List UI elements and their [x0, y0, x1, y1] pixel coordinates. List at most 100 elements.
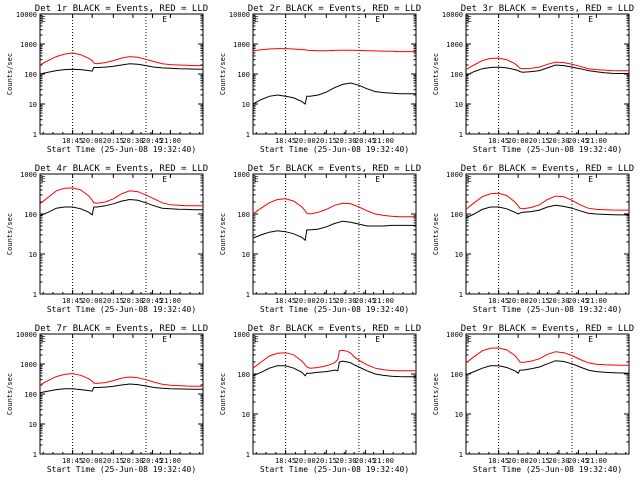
x-tick-label: 20:00: [82, 297, 103, 305]
panel-det-6: Det 6r BLACK = Events, RED = LLD Counts/s…: [432, 164, 634, 314]
x-axis-label: Start Time (25-Jun-08 19:32:40): [260, 145, 409, 154]
x-tick-label: 20:15: [103, 457, 124, 465]
y-tick-label: 1000: [446, 331, 463, 339]
series-lld-line: [39, 52, 203, 67]
y-tick-label: 10: [455, 101, 463, 109]
x-tick-label: 20:00: [82, 137, 103, 145]
y-axis-label: Counts/sec: [432, 53, 440, 95]
end-marker-e: E: [162, 335, 167, 344]
plot-frame: [465, 333, 630, 455]
y-tick-label: 1: [246, 131, 250, 139]
series-events-line: [252, 360, 416, 378]
y-tick-label: 10000: [16, 11, 37, 19]
x-tick-label: 21:00: [373, 137, 394, 145]
x-tick-label: 20:45: [142, 137, 163, 145]
x-tick-label: 20:45: [142, 457, 163, 465]
y-tick-label: 1: [246, 291, 250, 299]
x-axis-label: Start Time (25-Jun-08 19:32:40): [47, 305, 196, 314]
series-lld-line: [39, 373, 204, 387]
x-tick-label: 20:00: [82, 457, 103, 465]
panel-title: Det 8r BLACK = Events, RED = LLD: [248, 324, 421, 334]
x-tick-label: 20:15: [529, 137, 550, 145]
y-tick-label: 1000: [446, 41, 463, 49]
x-axis-label: Start Time (25-Jun-08 19:32:40): [47, 145, 196, 154]
x-tick-label: 18:45: [488, 297, 509, 305]
x-tick-label: 21:00: [586, 457, 607, 465]
y-axis-label: Counts/sec: [432, 213, 440, 255]
x-tick-label: 18:45: [275, 457, 296, 465]
y-tick-label: 1: [459, 131, 463, 139]
x-tick-label: 20:30: [122, 457, 143, 465]
x-tick-label: 21:00: [373, 297, 394, 305]
y-tick-label: 1: [33, 451, 37, 459]
y-tick-label: 1000: [233, 171, 250, 179]
start-marker-e: E: [467, 335, 472, 344]
x-tick-label: 18:45: [62, 297, 83, 305]
series-events-line: [252, 220, 416, 242]
panel-title: Det 1r BLACK = Events, RED = LLD: [35, 4, 208, 14]
series-lld-line: [252, 48, 416, 53]
series-lld-line: [465, 57, 629, 72]
y-axis-label: Counts/sec: [6, 53, 14, 95]
panel-det-5: Det 5r BLACK = Events, RED = LLD Counts/s…: [219, 164, 421, 314]
panel-title: Det 3r BLACK = Events, RED = LLD: [461, 4, 634, 14]
x-tick-label: 20:15: [316, 297, 337, 305]
series-lld-line: [465, 192, 629, 211]
y-axis-label: Counts/sec: [219, 213, 227, 255]
y-tick-label: 100: [450, 71, 463, 79]
y-tick-label: 10: [242, 251, 250, 259]
panel-title: Det 2r BLACK = Events, RED = LLD: [248, 4, 421, 14]
series-lld-line: [39, 187, 203, 207]
panel-det-4: Det 4r BLACK = Events, RED = LLD Counts/s…: [6, 164, 208, 314]
x-tick-label: 20:15: [103, 137, 124, 145]
x-tick-label: 20:15: [316, 457, 337, 465]
panel-title: Det 7r BLACK = Events, RED = LLD: [35, 324, 208, 334]
x-tick-label: 20:15: [529, 297, 550, 305]
end-marker-e: E: [162, 175, 167, 184]
y-tick-label: 100: [237, 211, 250, 219]
start-marker-e: E: [254, 175, 259, 184]
x-tick-label: 20:30: [548, 457, 569, 465]
end-marker-e: E: [588, 175, 593, 184]
end-marker-e: E: [375, 175, 380, 184]
x-tick-label: 20:30: [335, 297, 356, 305]
series-events-line: [39, 63, 204, 75]
y-tick-label: 100: [450, 211, 463, 219]
y-tick-label: 1: [33, 131, 37, 139]
series-events-line: [252, 82, 416, 105]
y-tick-label: 10: [29, 251, 37, 259]
series-lld-line: [465, 347, 630, 366]
x-tick-label: 21:00: [586, 137, 607, 145]
y-tick-label: 10000: [442, 11, 463, 19]
y-tick-label: 1: [459, 451, 463, 459]
x-tick-label: 20:30: [548, 297, 569, 305]
x-tick-label: 20:30: [122, 137, 143, 145]
y-tick-label: 1: [246, 451, 250, 459]
y-tick-label: 100: [24, 211, 37, 219]
x-tick-label: 21:00: [586, 297, 607, 305]
y-axis-label: Counts/sec: [219, 373, 227, 415]
x-tick-label: 18:45: [62, 457, 83, 465]
plot-frame: [465, 13, 630, 135]
y-tick-label: 100: [450, 371, 463, 379]
end-marker-e: E: [375, 15, 380, 24]
y-tick-label: 10000: [16, 331, 37, 339]
x-tick-label: 20:30: [335, 137, 356, 145]
series-events-line: [39, 383, 203, 394]
x-tick-label: 20:30: [335, 457, 356, 465]
x-tick-label: 18:45: [275, 297, 296, 305]
x-tick-label: 20:45: [142, 297, 163, 305]
y-axis-label: Counts/sec: [6, 213, 14, 255]
x-tick-label: 18:45: [275, 137, 296, 145]
x-axis-label: Start Time (25-Jun-08 19:32:40): [473, 305, 622, 314]
x-tick-label: 20:45: [568, 297, 589, 305]
end-marker-e: E: [162, 15, 167, 24]
y-tick-label: 10000: [229, 11, 250, 19]
x-tick-label: 20:45: [568, 457, 589, 465]
x-tick-label: 20:30: [122, 297, 143, 305]
plot-frame: [39, 333, 204, 455]
y-tick-label: 1: [459, 291, 463, 299]
y-tick-label: 1000: [446, 171, 463, 179]
panel-det-8: Det 8r BLACK = Events, RED = LLD Counts/s…: [219, 324, 421, 474]
plot-frame: [252, 13, 417, 135]
